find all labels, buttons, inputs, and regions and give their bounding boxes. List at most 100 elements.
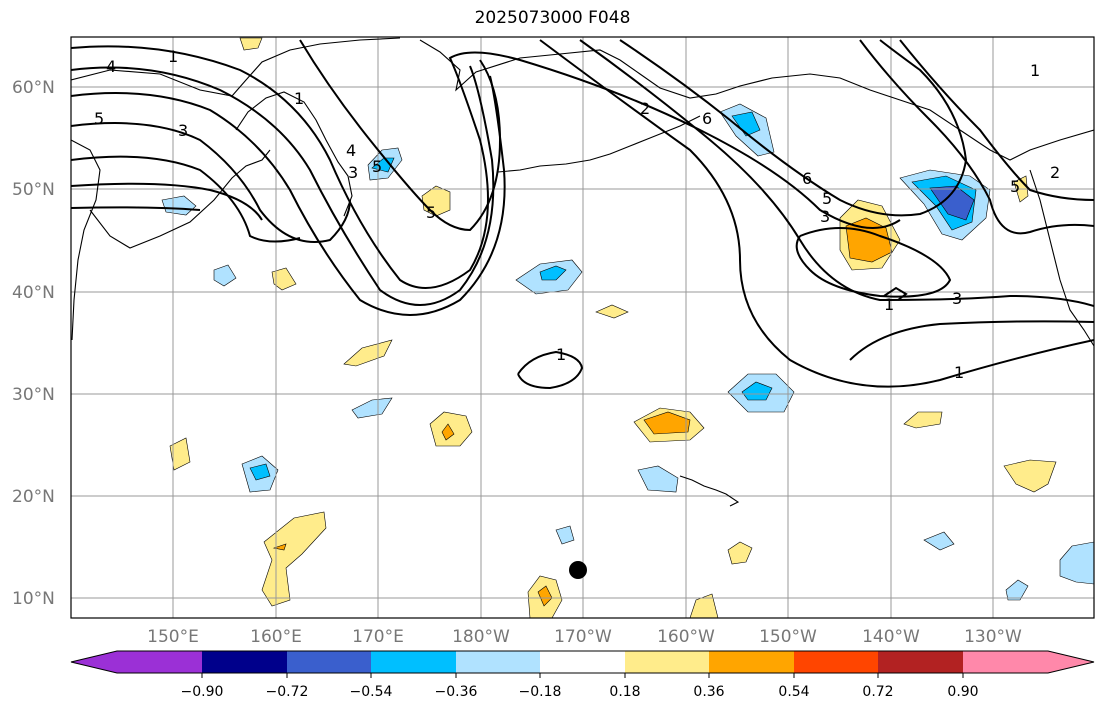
colorbar-segment bbox=[878, 651, 963, 673]
lat-label: 20°N bbox=[12, 487, 55, 507]
lat-label: 50°N bbox=[12, 180, 55, 200]
contour-label: 5 bbox=[94, 109, 104, 128]
contour-label: 3 bbox=[348, 163, 358, 182]
positive-anomaly-patch bbox=[271, 267, 297, 291]
positive-anomaly-patch bbox=[261, 511, 327, 607]
gridlines bbox=[71, 37, 1094, 618]
contour-label: 5 bbox=[372, 157, 382, 176]
contour-line bbox=[795, 227, 952, 298]
colorbar-segment bbox=[456, 651, 540, 673]
colorbar-tick-label: 0.72 bbox=[862, 684, 893, 700]
lat-label: 40°N bbox=[12, 283, 55, 303]
contour-line bbox=[899, 39, 1094, 201]
contour-label: 5 bbox=[1010, 177, 1020, 196]
negative-anomaly-core bbox=[539, 265, 567, 281]
contour-label: 1 bbox=[168, 47, 178, 66]
lon-label: 160°W bbox=[657, 627, 715, 647]
contour-label: 3 bbox=[178, 121, 188, 140]
colorbar-tick-label: −0.90 bbox=[181, 684, 224, 700]
contour-line bbox=[883, 286, 908, 301]
contour-line bbox=[539, 39, 1094, 388]
negative-anomaly-patch bbox=[351, 397, 393, 419]
lon-label: 180°W bbox=[452, 627, 510, 647]
positive-anomaly-patch bbox=[595, 304, 629, 319]
contour-label: 3 bbox=[952, 289, 962, 308]
negative-anomaly-patch bbox=[923, 531, 955, 551]
contour-label: 5 bbox=[426, 203, 436, 222]
contour-line bbox=[71, 75, 506, 316]
contour-line bbox=[619, 39, 968, 217]
colorbar-tick-label: −0.72 bbox=[266, 684, 309, 700]
contour-label: 4 bbox=[106, 57, 116, 76]
colorbar-tick-label: 0.18 bbox=[609, 684, 640, 700]
contour-label: 2 bbox=[640, 99, 650, 118]
negative-anomaly-patch bbox=[637, 465, 679, 493]
colorbar-segment bbox=[794, 651, 878, 673]
japan-coastline bbox=[89, 149, 271, 249]
contour-line bbox=[71, 122, 351, 243]
lon-label: 170°E bbox=[352, 627, 404, 647]
contour-line bbox=[71, 206, 201, 211]
contour-label: 1 bbox=[1030, 61, 1040, 80]
positive-anomaly-patch bbox=[343, 339, 393, 367]
colorbar-tick-label: −0.36 bbox=[435, 684, 478, 700]
map-title: 2025073000 F048 bbox=[474, 8, 631, 28]
contour-label: 2 bbox=[1050, 163, 1060, 182]
negative-anomaly-patch bbox=[555, 525, 575, 545]
contour-line bbox=[517, 350, 584, 390]
lat-label: 30°N bbox=[12, 385, 55, 405]
lon-label: 150°W bbox=[759, 627, 817, 647]
colorbar-ticks bbox=[201, 673, 964, 678]
negative-anomaly-patch bbox=[161, 195, 197, 216]
contour-label: 5 bbox=[822, 189, 832, 208]
lon-label: 170°W bbox=[554, 627, 612, 647]
positive-anomaly-core bbox=[643, 411, 691, 435]
contour-label: 1 bbox=[954, 363, 964, 382]
positive-anomaly-patch bbox=[689, 593, 719, 618]
negative-anomaly-patch bbox=[213, 264, 237, 287]
lat-label: 60°N bbox=[12, 78, 55, 98]
colorbar-tick-label: 0.54 bbox=[778, 684, 809, 700]
colorbar-outline bbox=[70, 650, 1095, 674]
contour-line bbox=[859, 39, 1094, 235]
colorbar-tick-label: −0.18 bbox=[519, 684, 562, 700]
contour-label: 3 bbox=[820, 207, 830, 226]
contour-line bbox=[71, 65, 495, 306]
kamchatka-coastline bbox=[235, 91, 353, 217]
hawaii-islands bbox=[679, 475, 740, 507]
okhotsk-coastline bbox=[71, 37, 401, 97]
positive-anomaly-patch bbox=[1003, 459, 1057, 493]
contours bbox=[71, 39, 1094, 390]
colorbar-segment bbox=[709, 651, 794, 673]
contour-line bbox=[579, 39, 1094, 307]
colorbar-segment bbox=[540, 651, 625, 673]
colorbar-segment bbox=[963, 651, 1094, 673]
contour-label: 4 bbox=[346, 141, 356, 160]
colorbar: −0.90 −0.72 −0.54 −0.36 −0.18 0.18 0.36 … bbox=[70, 650, 1095, 700]
contour-line bbox=[299, 39, 502, 232]
positive-anomaly-core bbox=[441, 423, 455, 441]
positive-anomaly-patch bbox=[239, 37, 263, 51]
colorbar-segment bbox=[202, 651, 287, 673]
negative-anomaly-patch bbox=[1059, 541, 1094, 585]
longitude-labels: 150°E 160°E 170°E 180°W 170°W 160°W 150°… bbox=[147, 627, 1022, 647]
negative-anomaly-core bbox=[249, 463, 271, 481]
colorbar-tick-label: −0.54 bbox=[350, 684, 393, 700]
negative-anomaly-strong-core bbox=[929, 185, 975, 221]
colorbar-segment bbox=[71, 651, 202, 673]
coastlines bbox=[71, 37, 1094, 507]
colorbar-tick-label: 0.36 bbox=[693, 684, 724, 700]
lon-label: 140°W bbox=[862, 627, 920, 647]
lon-label: 160°E bbox=[250, 627, 302, 647]
colorbar-segment bbox=[287, 651, 371, 673]
contour-label: 1 bbox=[884, 295, 894, 314]
contour-label: 1 bbox=[556, 345, 566, 364]
contour-line bbox=[71, 155, 301, 243]
alaska-coastline bbox=[419, 39, 1094, 161]
contour-labels: 1 4 5 3 1 5 3 4 5 6 1 6 5 3 1 3 1 2 5 2 … bbox=[94, 47, 1060, 382]
contour-label: 1 bbox=[294, 89, 304, 108]
contour-label: 6 bbox=[802, 169, 812, 188]
lon-label: 130°W bbox=[964, 627, 1022, 647]
latitude-labels: 60°N 50°N 40°N 30°N 20°N 10°N bbox=[12, 78, 55, 609]
